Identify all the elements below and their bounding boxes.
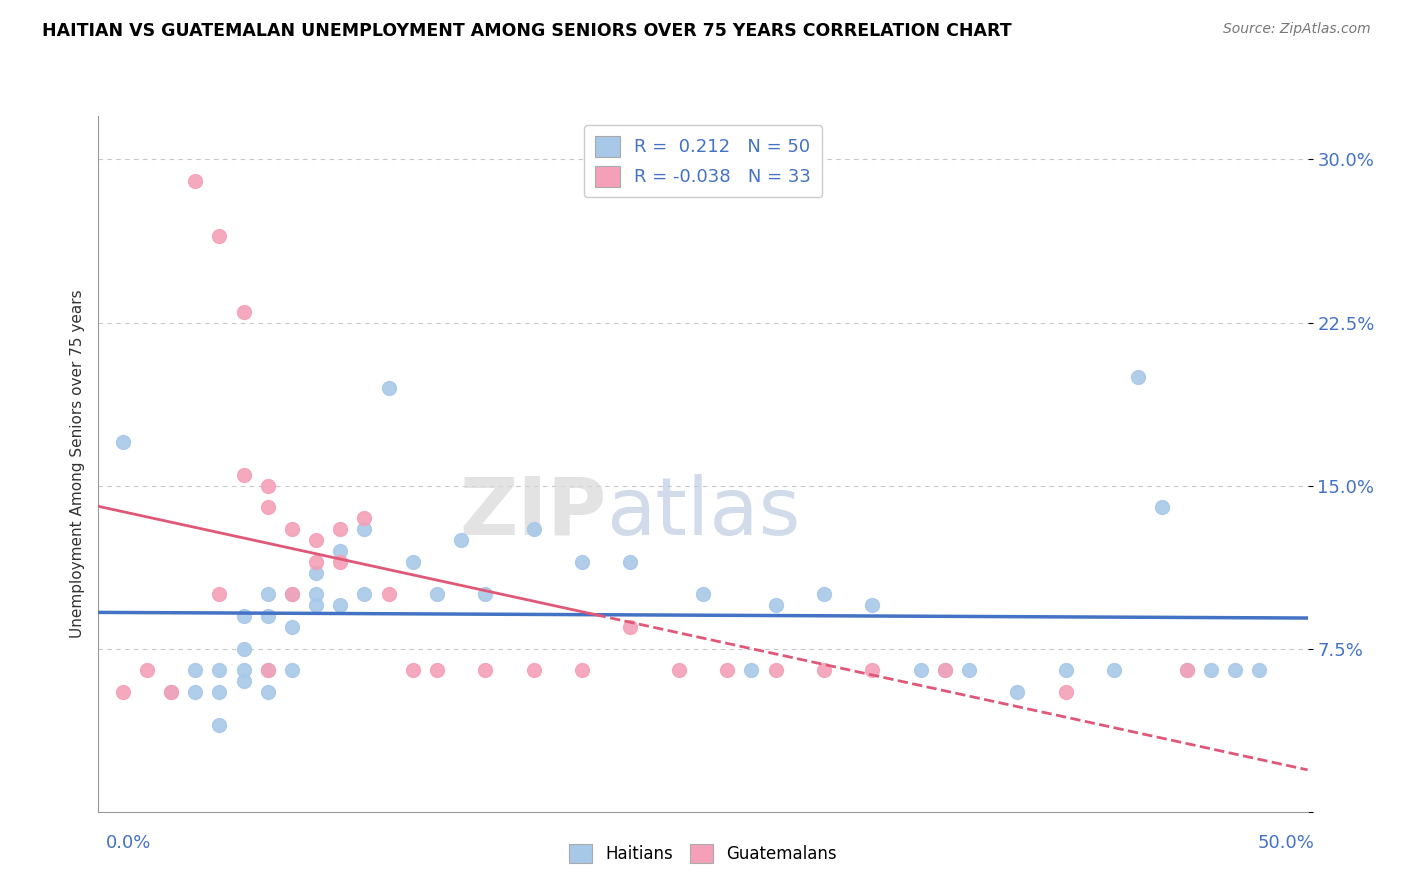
Point: [305, 533, 328, 547]
Point: [426, 664, 449, 678]
Point: [1054, 664, 1077, 678]
Y-axis label: Unemployment Among Seniors over 75 years: Unemployment Among Seniors over 75 years: [69, 290, 84, 638]
Point: [1249, 664, 1271, 678]
Point: [305, 566, 328, 580]
Point: [377, 587, 399, 601]
Point: [957, 664, 980, 678]
Point: [571, 664, 593, 678]
Point: [256, 609, 278, 624]
Point: [740, 664, 762, 678]
Point: [232, 304, 254, 318]
Point: [1054, 685, 1077, 699]
Point: [668, 664, 690, 678]
Point: [232, 609, 254, 624]
Point: [1175, 664, 1198, 678]
Point: [160, 685, 183, 699]
Legend: Haitians, Guatemalans: Haitians, Guatemalans: [562, 837, 844, 870]
Point: [934, 664, 956, 678]
Point: [256, 685, 278, 699]
Point: [232, 641, 254, 656]
Point: [402, 664, 425, 678]
Text: ZIP: ZIP: [458, 474, 606, 551]
Point: [813, 664, 835, 678]
Point: [256, 587, 278, 601]
Text: atlas: atlas: [606, 474, 800, 551]
Point: [256, 664, 278, 678]
Point: [353, 511, 375, 525]
Text: 50.0%: 50.0%: [1258, 834, 1315, 852]
Point: [402, 555, 425, 569]
Point: [353, 587, 375, 601]
Point: [1128, 369, 1150, 384]
Point: [208, 717, 231, 731]
Point: [208, 587, 231, 601]
Text: Source: ZipAtlas.com: Source: ZipAtlas.com: [1223, 22, 1371, 37]
Point: [305, 598, 328, 612]
Point: [1007, 685, 1029, 699]
Point: [281, 587, 304, 601]
Point: [377, 381, 399, 395]
Point: [813, 587, 835, 601]
Point: [184, 664, 207, 678]
Point: [232, 467, 254, 482]
Point: [474, 587, 496, 601]
Point: [256, 500, 278, 515]
Point: [256, 478, 278, 492]
Point: [692, 587, 714, 601]
Point: [281, 522, 304, 536]
Point: [765, 598, 787, 612]
Point: [305, 555, 328, 569]
Point: [1152, 500, 1174, 515]
Point: [281, 587, 304, 601]
Point: [934, 664, 956, 678]
Point: [135, 664, 157, 678]
Point: [329, 598, 352, 612]
Point: [619, 620, 641, 634]
Point: [1199, 664, 1222, 678]
Point: [765, 664, 787, 678]
Point: [1102, 664, 1125, 678]
Point: [474, 664, 496, 678]
Point: [910, 664, 932, 678]
Point: [860, 598, 883, 612]
Point: [208, 685, 231, 699]
Point: [160, 685, 183, 699]
Point: [523, 522, 546, 536]
Point: [450, 533, 472, 547]
Point: [208, 664, 231, 678]
Point: [523, 664, 546, 678]
Point: [860, 664, 883, 678]
Point: [256, 664, 278, 678]
Point: [426, 587, 449, 601]
Point: [716, 664, 738, 678]
Point: [111, 685, 134, 699]
Point: [111, 435, 134, 450]
Point: [305, 587, 328, 601]
Point: [281, 620, 304, 634]
Point: [353, 522, 375, 536]
Text: 0.0%: 0.0%: [105, 834, 150, 852]
Point: [184, 174, 207, 188]
Point: [208, 228, 231, 243]
Point: [1223, 664, 1246, 678]
Point: [281, 664, 304, 678]
Point: [619, 555, 641, 569]
Point: [571, 555, 593, 569]
Point: [1175, 664, 1198, 678]
Point: [329, 555, 352, 569]
Point: [329, 544, 352, 558]
Point: [232, 674, 254, 689]
Text: HAITIAN VS GUATEMALAN UNEMPLOYMENT AMONG SENIORS OVER 75 YEARS CORRELATION CHART: HAITIAN VS GUATEMALAN UNEMPLOYMENT AMONG…: [42, 22, 1012, 40]
Point: [232, 664, 254, 678]
Point: [184, 685, 207, 699]
Point: [329, 522, 352, 536]
